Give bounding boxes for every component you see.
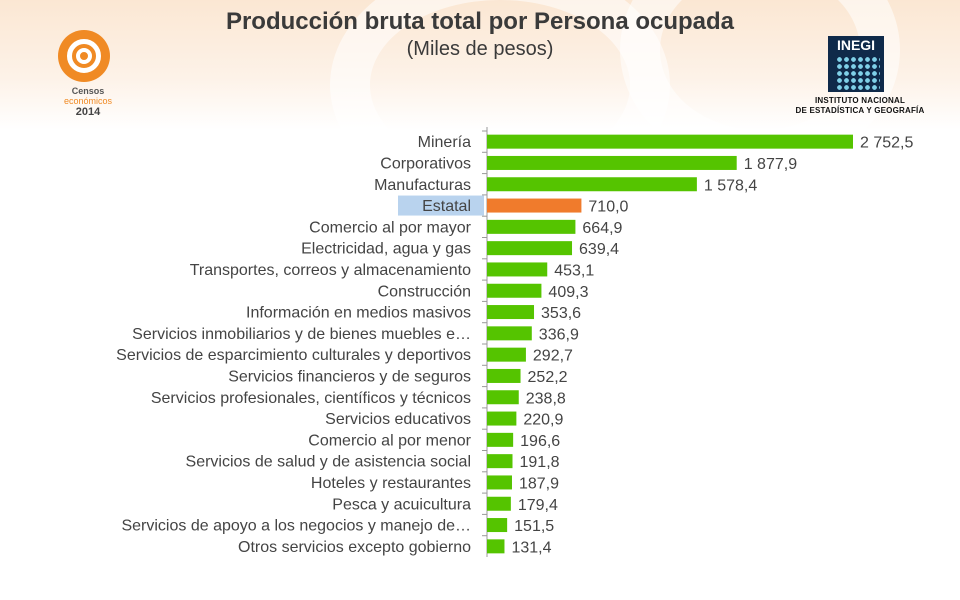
bar: [487, 518, 508, 533]
category-label: Servicios de apoyo a los negocios y mane…: [121, 518, 471, 535]
value-label: 220,9: [523, 412, 563, 429]
bar: [487, 326, 532, 341]
inegi-logo-mark: INEGI: [828, 36, 884, 92]
category-label: Comercio al por mayor: [309, 219, 472, 236]
value-label: 196,6: [520, 433, 560, 450]
category-label: Minería: [418, 134, 471, 151]
category-label: Transportes, correos y almacenamiento: [190, 262, 471, 279]
category-label: Construcción: [378, 283, 471, 300]
bar: [487, 368, 521, 383]
value-label: 409,3: [548, 284, 588, 301]
category-label: Información en medios masivos: [246, 305, 471, 322]
value-label: 252,2: [528, 369, 568, 386]
value-label: 131,4: [511, 539, 551, 556]
category-label: Electricidad, agua y gas: [301, 241, 471, 258]
censos-logo-text-1: Censos: [71, 86, 105, 96]
censos-logo-text-3: 2014: [75, 106, 101, 118]
category-label: Servicios financieros y de seguros: [228, 368, 471, 385]
category-label: Servicios de esparcimiento culturales y …: [116, 347, 471, 364]
value-label: 453,1: [554, 262, 594, 279]
highlight-label-background: [398, 195, 484, 216]
value-label: 353,6: [541, 305, 581, 322]
bar: [487, 454, 513, 469]
bar: [487, 432, 514, 447]
value-label: 639,4: [579, 241, 619, 258]
bar-chart: Minería 2 752,5 Corporativos 1 877,9 Manufac…: [116, 127, 913, 557]
bar: [487, 241, 573, 256]
bar: [487, 219, 576, 234]
value-label: 179,4: [518, 497, 558, 514]
category-label: Pesca y acuicultura: [332, 496, 471, 513]
censos-logo-text-2: económicos: [63, 96, 113, 106]
category-label: Servicios educativos: [325, 411, 471, 428]
value-label: 664,9: [582, 220, 622, 237]
category-label: Corporativos: [380, 155, 471, 172]
inegi-logo-dots: [836, 56, 880, 90]
bar: [487, 411, 517, 426]
bar: [487, 134, 853, 149]
bar: [487, 198, 582, 213]
bar: [487, 155, 737, 170]
chart-subtitle: (Miles de pesos): [406, 38, 554, 60]
bar: [487, 475, 512, 490]
category-label: Estatal: [422, 198, 471, 215]
bar: [487, 177, 697, 192]
category-label: Servicios inmobiliarios y de bienes mueb…: [132, 326, 471, 343]
value-label: 151,5: [514, 518, 554, 535]
bar: [487, 347, 526, 362]
inegi-name-line-1: INSTITUTO NACIONAL: [814, 96, 906, 105]
category-label: Servicios de salud y de asistencia socia…: [186, 454, 471, 471]
value-label: 2 752,5: [860, 135, 913, 152]
censos-logo-ring: [67, 39, 101, 73]
inegi-logo-word: INEGI: [836, 37, 876, 53]
censos-logo-inner-ring: [76, 48, 92, 64]
chart-title: Producción bruta total por Persona ocupa…: [225, 8, 735, 35]
value-label: 710,0: [588, 199, 628, 216]
value-label: 191,8: [520, 454, 560, 471]
bar: [487, 539, 505, 554]
value-label: 1 578,4: [704, 177, 757, 194]
category-label: Servicios profesionales, científicos y t…: [151, 390, 471, 407]
bar: [487, 262, 548, 277]
inegi-logo: INEGI INSTITUTO NACIONAL DE ESTADÍSTICA …: [790, 36, 930, 120]
value-label: 336,9: [539, 326, 579, 343]
value-label: 187,9: [519, 475, 559, 492]
category-label: Hoteles y restaurantes: [311, 475, 471, 492]
category-label: Manufacturas: [374, 177, 471, 194]
category-label: Comercio al por menor: [308, 432, 471, 449]
value-label: 1 877,9: [744, 156, 797, 173]
value-label: 238,8: [526, 390, 566, 407]
value-label: 292,7: [533, 348, 573, 365]
bar: [487, 305, 535, 320]
inegi-name-line-2: DE ESTADÍSTICA Y GEOGRAFÍA: [795, 106, 925, 115]
bar: [487, 390, 519, 405]
bar: [487, 283, 542, 298]
censos-economicos-logo: Censos económicos 2014: [52, 28, 124, 120]
bar: [487, 496, 511, 511]
category-label: Otros servicios excepto gobierno: [238, 539, 471, 556]
